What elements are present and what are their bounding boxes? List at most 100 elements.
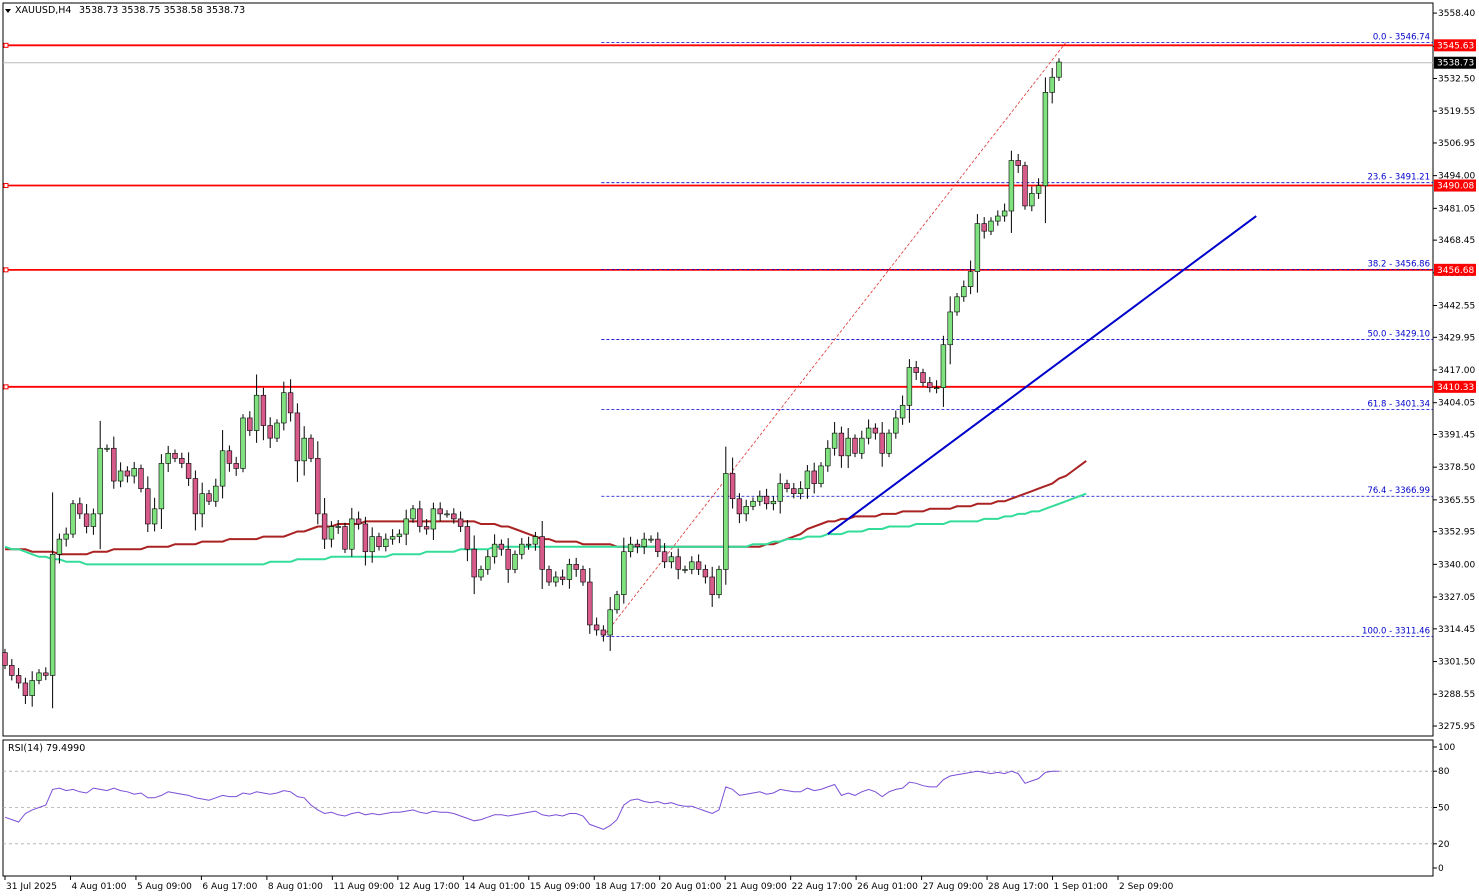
candle-body xyxy=(376,536,382,547)
candle-body xyxy=(111,447,117,482)
level-price-tag xyxy=(1434,39,1476,52)
price-tick-label: 3340.00 xyxy=(1438,560,1475,570)
candle-body xyxy=(566,564,573,580)
candle-body xyxy=(954,296,960,313)
candle-body xyxy=(444,513,450,516)
level-price-tag-label: 3456.68 xyxy=(1437,266,1474,276)
candle-body xyxy=(226,450,233,464)
candle-body xyxy=(43,672,49,676)
fib-level-label: 50.0 - 3429.10 xyxy=(1367,329,1430,339)
rsi-tick-label: 0 xyxy=(1438,864,1444,874)
chevron-down-icon[interactable] xyxy=(5,9,11,13)
candle-body xyxy=(145,488,151,525)
candle-body xyxy=(410,508,416,520)
time-tick-label: 5 Aug 09:00 xyxy=(137,882,192,892)
candle-body xyxy=(478,569,484,578)
candle-body xyxy=(525,543,532,546)
candle-body xyxy=(818,465,824,484)
candle-body xyxy=(546,569,552,583)
candle-body xyxy=(675,556,681,570)
candle-body xyxy=(723,473,729,570)
ohlc-values: 3538.73 3538.75 3538.58 3538.73 xyxy=(79,5,245,16)
candle-body xyxy=(97,447,103,515)
candle-body xyxy=(172,452,178,459)
time-tick-label: 22 Aug 17:00 xyxy=(792,882,853,892)
current-price-tag-label: 3538.73 xyxy=(1437,59,1474,69)
time-tick-label: 27 Aug 09:00 xyxy=(923,882,984,892)
candle-body xyxy=(1042,92,1049,187)
candle-body xyxy=(1008,160,1015,212)
candle-body xyxy=(417,508,423,527)
candle-body xyxy=(532,536,539,545)
candle-body xyxy=(328,526,335,540)
candle-body xyxy=(614,594,620,611)
candle-body xyxy=(580,569,586,583)
candle-body xyxy=(179,458,185,464)
candle-body xyxy=(811,470,817,484)
candle-body xyxy=(233,463,239,469)
candle-body xyxy=(158,463,165,510)
candle-body xyxy=(192,478,199,515)
candle-body xyxy=(383,538,389,547)
candle-body xyxy=(920,372,926,383)
fib-diagonal xyxy=(603,42,1067,637)
candlesticks xyxy=(2,58,1062,709)
candle-body xyxy=(784,483,790,489)
ema-green-line xyxy=(4,492,1087,566)
price-tick-label: 3391.45 xyxy=(1438,430,1475,440)
candle-body xyxy=(933,387,940,389)
candle-body xyxy=(498,543,505,550)
candle-body xyxy=(539,536,545,570)
candle-body xyxy=(505,548,511,570)
candle-body xyxy=(852,437,858,454)
candle-body xyxy=(893,417,899,434)
fib-level-label: 76.4 - 3366.99 xyxy=(1367,486,1430,496)
candle-body xyxy=(281,392,287,424)
candle-body xyxy=(335,526,341,528)
candle-body xyxy=(743,506,749,515)
time-tick-label: 20 Aug 01:00 xyxy=(661,882,722,892)
candle-body xyxy=(804,470,811,489)
trendline xyxy=(827,215,1257,535)
level-anchor xyxy=(3,267,9,273)
candle-body xyxy=(464,526,471,550)
candle-body xyxy=(655,538,661,553)
candle-body xyxy=(355,518,362,525)
candle-body xyxy=(308,437,314,459)
candle-body xyxy=(947,311,953,346)
time-tick-label: 15 Aug 09:00 xyxy=(530,882,591,892)
fib-level-label: 0.0 - 3546.74 xyxy=(1373,33,1430,43)
rsi-tick-label: 50 xyxy=(1438,804,1450,814)
price-tick-label: 3506.95 xyxy=(1438,139,1475,149)
candle-body xyxy=(763,495,770,505)
candle-body xyxy=(661,551,668,563)
candle-body xyxy=(362,523,369,553)
time-tick-label: 28 Aug 17:00 xyxy=(988,882,1049,892)
candle-body xyxy=(716,569,722,595)
price-tick-label: 3404.05 xyxy=(1438,399,1475,409)
candle-body xyxy=(1056,61,1062,78)
rsi-tick-label: 80 xyxy=(1438,767,1450,777)
candle-body xyxy=(22,682,29,696)
rsi-indicator: 100 80 50 20 0 xyxy=(3,743,1455,874)
candle-body xyxy=(267,425,273,439)
time-tick-label: 21 Aug 09:00 xyxy=(726,882,787,892)
time-tick-label: 2 Sep 09:00 xyxy=(1119,882,1174,892)
price-tick-label: 3352.95 xyxy=(1438,528,1475,538)
candle-body xyxy=(219,450,226,487)
candle-body xyxy=(36,672,42,681)
candle-body xyxy=(423,526,430,530)
candle-body xyxy=(791,488,797,494)
candle-body xyxy=(199,493,205,515)
candle-body xyxy=(831,432,838,449)
price-tick-label: 3275.95 xyxy=(1438,722,1475,732)
fib-level-label: 38.2 - 3456.86 xyxy=(1367,259,1430,269)
candle-body xyxy=(77,503,83,515)
candle-body xyxy=(369,536,375,553)
candle-body xyxy=(519,543,525,555)
candle-body xyxy=(553,576,559,583)
candle-body xyxy=(736,498,743,515)
level-anchor xyxy=(3,183,9,189)
fib-level-label: 23.6 - 3491.21 xyxy=(1367,173,1430,183)
